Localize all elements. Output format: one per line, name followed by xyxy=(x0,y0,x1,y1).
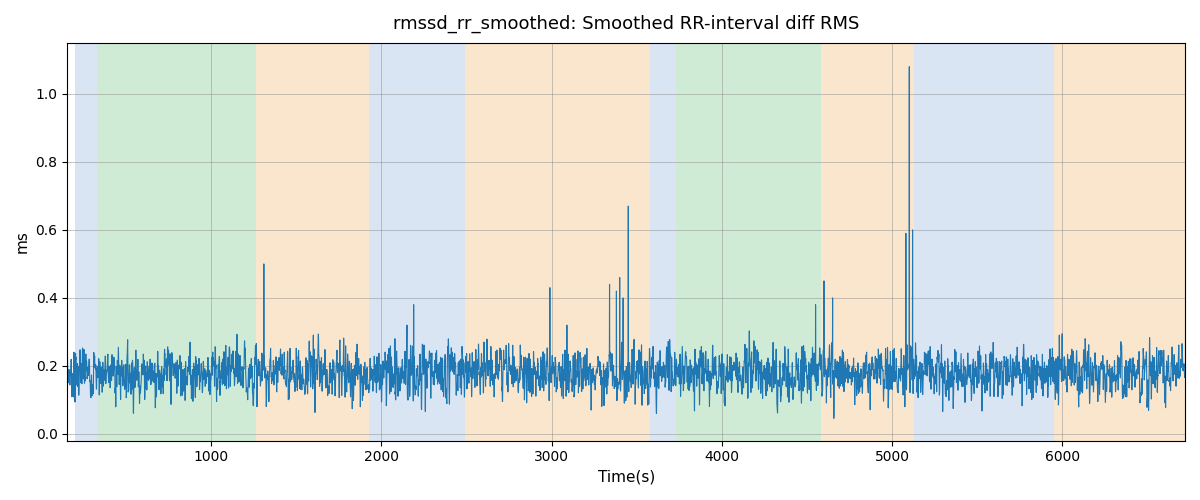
Bar xyxy=(370,43,464,440)
Bar xyxy=(676,43,821,440)
Y-axis label: ms: ms xyxy=(16,230,30,253)
Bar xyxy=(74,43,97,440)
Bar xyxy=(257,43,370,440)
Bar xyxy=(97,43,257,440)
Bar xyxy=(464,43,650,440)
X-axis label: Time(s): Time(s) xyxy=(598,470,655,485)
Title: rmssd_rr_smoothed: Smoothed RR-interval diff RMS: rmssd_rr_smoothed: Smoothed RR-interval … xyxy=(392,15,859,34)
Bar xyxy=(650,43,676,440)
Bar xyxy=(1054,43,1184,440)
Bar xyxy=(914,43,1054,440)
Bar xyxy=(821,43,914,440)
